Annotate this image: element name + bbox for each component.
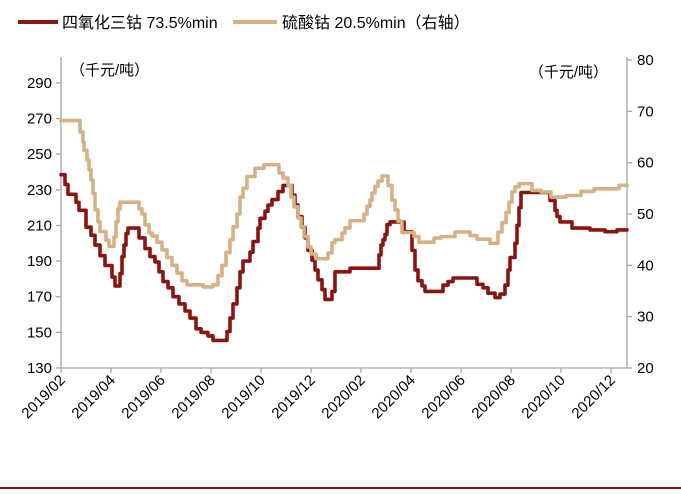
x-tick-label: 2019/04 (68, 372, 118, 422)
x-tick-label: 2020/02 (318, 372, 368, 422)
y-right-tick-label: 30 (637, 309, 654, 326)
x-axis-ticks: 2019/02 2019/04 2019/06 2019/08 2019/10 2019/… (18, 368, 619, 422)
y-right-tick-label: 40 (637, 257, 654, 274)
y-axis-left-ticks: 130 150 170 190 210 230 250 270 290 (27, 75, 61, 377)
x-tick-label: 2020/04 (368, 372, 418, 422)
x-tick-label: 2019/12 (268, 372, 318, 422)
left-axis-unit-label: （千元/吨） (70, 62, 149, 79)
y-right-tick-label: 70 (637, 103, 654, 120)
x-tick-label: 2020/10 (518, 372, 568, 422)
legend-item-cobalt-tetroxide: 四氧化三钴 73.5%min (18, 14, 218, 32)
legend-item-cobalt-sulfate: 硫酸钴 20.5%min（右轴） (233, 14, 470, 32)
x-tick-label: 2019/06 (118, 372, 168, 422)
x-tick-label: 2020/06 (418, 372, 468, 422)
legend: 四氧化三钴 73.5%min 硫酸钴 20.5%min（右轴） (18, 14, 470, 32)
y-left-tick-label: 150 (27, 324, 52, 341)
y-left-tick-label: 210 (27, 217, 52, 234)
y-axis-right-ticks: 20 30 40 50 60 70 80 (627, 52, 654, 377)
y-right-tick-label: 60 (637, 155, 654, 172)
footer-rule (0, 487, 681, 489)
legend-label: 四氧化三钴 73.5%min (62, 14, 218, 32)
y-right-tick-label: 20 (637, 360, 654, 377)
y-right-tick-label: 50 (637, 206, 654, 223)
x-tick-label: 2020/08 (468, 372, 518, 422)
y-left-tick-label: 230 (27, 182, 52, 199)
y-left-tick-label: 290 (27, 75, 52, 92)
legend-label: 硫酸钴 20.5%min（右轴） (282, 14, 470, 32)
x-tick-label: 2019/02 (18, 372, 68, 422)
y-left-tick-label: 190 (27, 253, 52, 270)
right-axis-unit-label: （千元/吨） (529, 64, 608, 81)
y-left-tick-label: 170 (27, 289, 52, 306)
x-tick-label: 2019/10 (218, 372, 268, 422)
x-tick-label: 2019/08 (168, 372, 218, 422)
y-left-tick-label: 130 (27, 360, 52, 377)
y-left-tick-label: 250 (27, 146, 52, 163)
y-left-tick-label: 270 (27, 111, 52, 128)
series-line-cobalt-sulfate (59, 118, 629, 289)
y-right-tick-label: 80 (637, 52, 654, 69)
x-tick-label: 2020/12 (568, 372, 618, 422)
series-line-cobalt-tetroxide (59, 172, 629, 343)
